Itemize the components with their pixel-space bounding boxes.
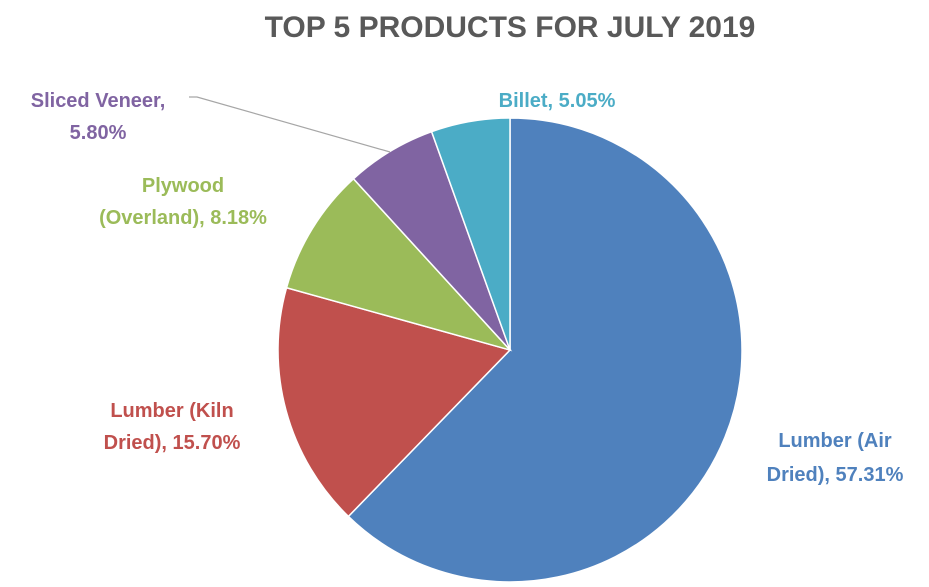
data-label-line: Lumber (Air [778, 430, 892, 452]
data-label-billet: Billet, 5.05% [499, 90, 616, 112]
pie-slice-lumber-air-dried [347, 117, 743, 583]
data-label-line: Lumber (Kiln [110, 400, 233, 422]
pie-slice-billet [430, 117, 511, 351]
labels-layer: Lumber (Air Dried), 57.31% Lumber (Kiln Dri… [31, 90, 904, 486]
data-label-sliced-veneer: Sliced Veneer, 5.80% [31, 90, 166, 144]
pie-slice-lumber-kiln-dried [277, 286, 512, 518]
data-label-line: Plywood [142, 175, 224, 197]
data-label-lumber-air-dried: Lumber (Air Dried), 57.31% [767, 430, 904, 486]
data-label-line: Dried), 15.70% [104, 432, 241, 454]
leader-lines-layer [189, 96, 391, 153]
leader-line-sliced-veneer [189, 96, 391, 153]
data-label-lumber-kiln-dried: Lumber (Kiln Dried), 15.70% [104, 400, 241, 454]
data-label-line: 5.80% [70, 122, 127, 144]
slices-layer [277, 117, 743, 583]
data-label-line: Sliced Veneer, [31, 90, 166, 112]
pie-slice-plywood-overland [285, 177, 513, 352]
data-label-line: (Overland), 8.18% [99, 207, 267, 229]
chart-title: TOP 5 PRODUCTS FOR JULY 2019 [265, 11, 756, 44]
data-label-line: Dried), 57.31% [767, 464, 904, 486]
data-label-plywood-overland: Plywood (Overland), 8.18% [99, 175, 267, 229]
data-label-line: Billet, 5.05% [499, 90, 616, 112]
